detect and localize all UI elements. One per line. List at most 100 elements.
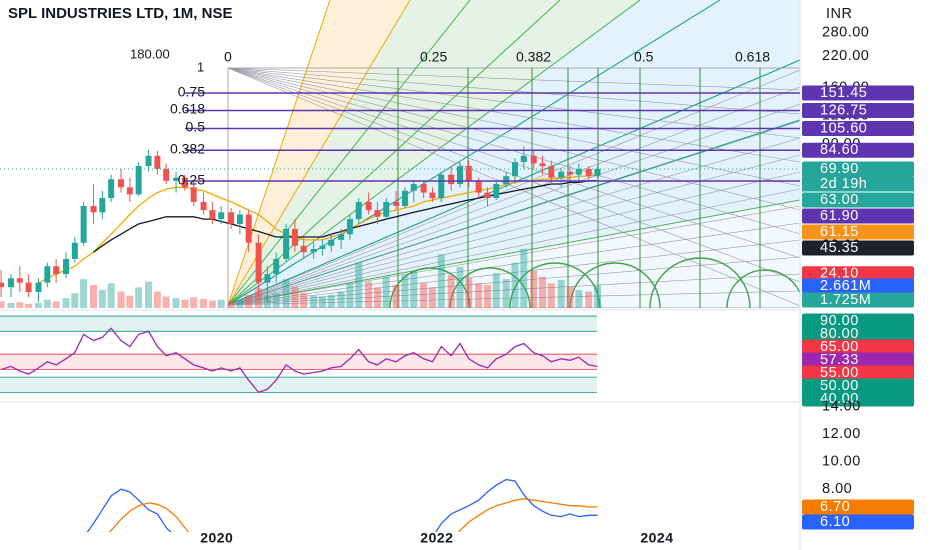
candle-body	[99, 198, 106, 213]
fan-level: 0.5	[634, 49, 654, 65]
candle-body	[173, 177, 180, 181]
y-tick-label: 12.00	[822, 426, 861, 442]
rsi-badge-label: 40.00	[820, 391, 859, 407]
fib-label: 0.618	[170, 101, 205, 117]
gann-line	[227, 67, 800, 307]
price-badge	[802, 192, 914, 208]
candle-body	[575, 168, 582, 175]
gann-arc	[726, 269, 800, 308]
fan-zone	[228, 0, 800, 305]
candle-body	[126, 187, 133, 195]
price-badge-label: 84.60	[820, 142, 859, 158]
candle-body	[383, 201, 390, 217]
candle-body	[401, 190, 408, 206]
candle-body	[108, 179, 115, 199]
x-tick-label: 2024	[640, 530, 673, 546]
price-badge	[802, 102, 914, 118]
candle-body	[511, 162, 518, 177]
volume-bar	[575, 289, 583, 308]
volume-bar	[447, 275, 455, 308]
fan-line	[227, 0, 331, 306]
volume-bar	[492, 273, 500, 308]
gann-arc	[509, 262, 601, 308]
volume-bar	[355, 262, 363, 308]
gann-line	[227, 120, 800, 306]
candle-body	[319, 245, 326, 249]
candle-body	[346, 219, 353, 235]
rsi-badge	[802, 326, 914, 342]
gann-line	[227, 205, 800, 306]
price-badge-label: 61.15	[820, 224, 859, 240]
gann-line	[227, 67, 800, 211]
volume-bar	[16, 302, 24, 308]
candle-body	[530, 155, 537, 164]
volume-badge	[802, 292, 914, 308]
fib-label: 0.382	[170, 141, 205, 157]
volume-badge	[802, 278, 914, 294]
volume-bar	[200, 298, 208, 308]
volume-bar	[530, 270, 538, 308]
countdown: 2d 19h	[820, 176, 867, 192]
candle-body	[365, 201, 372, 211]
fan-price: 180.00	[130, 46, 170, 61]
rsi-badge-label: 80.00	[820, 326, 859, 342]
volume-bar	[365, 281, 373, 308]
rsi-badge	[802, 313, 914, 329]
fan-level: 0	[224, 49, 232, 65]
candle-body	[118, 179, 125, 188]
fan-level: 0.382	[516, 49, 551, 65]
fan-top: 1	[197, 59, 204, 74]
volume-bar	[318, 296, 326, 308]
oscillator-badge-label: 6.10	[820, 514, 850, 530]
gann-line	[227, 67, 800, 91]
volume-bar	[310, 295, 318, 308]
volume-bar	[539, 276, 547, 308]
volume-bar	[291, 286, 299, 308]
rsi-band	[0, 377, 597, 393]
rsi-badge	[802, 378, 914, 394]
candle-body	[475, 180, 482, 193]
candle-body	[484, 192, 491, 199]
candle-body	[90, 205, 97, 213]
candle-body	[493, 184, 500, 199]
gann-line	[227, 188, 800, 306]
volume-bar	[420, 283, 428, 308]
oscillator-pane	[86, 478, 598, 532]
volume-bar	[511, 262, 519, 308]
gann-line	[227, 69, 800, 306]
price-badge	[802, 240, 914, 256]
candle-body	[209, 210, 216, 220]
volume-bar	[135, 287, 143, 308]
volume-bar	[145, 281, 153, 308]
gann-box	[227, 67, 800, 308]
volume-bar	[43, 299, 51, 308]
volume-bar	[410, 270, 418, 308]
candle-body	[245, 214, 252, 243]
rsi-badge	[802, 391, 914, 407]
volume-bar	[392, 284, 400, 308]
oscillator-line	[108, 498, 598, 532]
candle-body	[163, 168, 170, 181]
volume-bar	[236, 299, 244, 308]
gann-line	[227, 67, 800, 235]
y-tick-label: 280.00	[822, 24, 869, 40]
candle-body	[448, 174, 455, 185]
volume-bar	[172, 298, 180, 308]
chart-title: SPL INDUSTRIES LTD, 1M, NSE	[8, 5, 232, 22]
candle-body	[154, 155, 161, 169]
price-badge-label: 105.60	[820, 120, 867, 136]
volume-bar	[437, 254, 445, 308]
volume-bar	[208, 300, 216, 308]
candle-body	[410, 184, 417, 191]
rsi-badge	[802, 352, 914, 368]
candle-body	[393, 201, 400, 206]
volume-bar	[71, 293, 79, 308]
volume-bar	[502, 279, 510, 308]
volume-bar	[428, 287, 436, 308]
rsi-badge	[802, 365, 914, 381]
candle-body	[328, 239, 335, 246]
price-badge-label: 126.75	[820, 102, 867, 118]
fan-level: 0.618	[735, 49, 770, 65]
volume-bar	[327, 294, 335, 308]
price-badge	[802, 208, 914, 224]
